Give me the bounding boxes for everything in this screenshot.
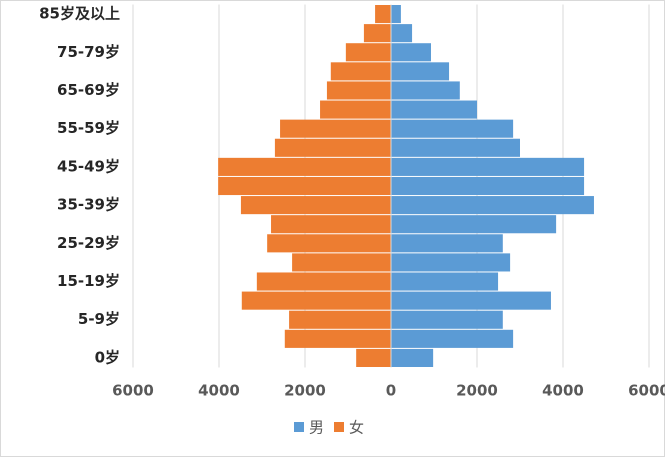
bar [320,100,391,119]
y-tick-label: 35-39岁 [57,196,120,214]
y-tick-label: 75-79岁 [57,43,120,61]
bar [218,157,391,176]
x-tick-label: 0 [386,382,396,400]
bar [345,43,391,62]
bar [284,329,391,348]
x-tick-label: 4000 [542,382,584,400]
bar [240,196,391,215]
bar [271,215,391,234]
legend-label: 女 [349,419,364,437]
y-tick-label: 45-49岁 [57,157,120,175]
bar [356,348,391,367]
bar [375,5,391,24]
legend-label: 男 [309,419,324,437]
bar [391,329,514,348]
bar [391,291,551,310]
bar [391,272,499,291]
x-tick-label: 2000 [456,382,498,400]
x-tick-label: 4000 [198,382,240,400]
bar [391,196,594,215]
bar [391,215,557,234]
bar [391,138,520,157]
bar [391,234,503,253]
bar [363,24,391,43]
bar [391,24,413,43]
bar [256,272,391,291]
x-tick-label: 6000 [112,382,154,400]
x-tick-label: 6000 [628,382,665,400]
y-tick-label: 85岁及以上 [39,5,120,23]
bar [391,43,431,62]
bar [391,310,503,329]
y-tick-label: 25-29岁 [57,234,120,252]
x-tick-label: 2000 [284,382,326,400]
legend-swatch [294,422,304,432]
bar [218,176,391,196]
bar [391,348,434,367]
bar [391,119,514,138]
bar [326,81,391,100]
y-tick-label: 15-19岁 [57,272,120,290]
bar [330,62,391,81]
y-tick-label: 55-59岁 [57,119,120,137]
bar [391,62,450,81]
bar [391,253,511,272]
bar [280,119,391,138]
bar [391,100,477,119]
bar [267,234,391,253]
bar [241,291,391,310]
bar [391,5,401,24]
legend-swatch [334,422,344,432]
bar [289,310,391,329]
bar [391,176,585,196]
bar [391,157,585,176]
bar [274,138,391,157]
bar [391,81,460,100]
bar [292,253,391,272]
y-tick-label: 5-9岁 [78,310,120,328]
y-tick-label: 0岁 [95,348,120,366]
y-tick-label: 65-69岁 [57,81,120,99]
